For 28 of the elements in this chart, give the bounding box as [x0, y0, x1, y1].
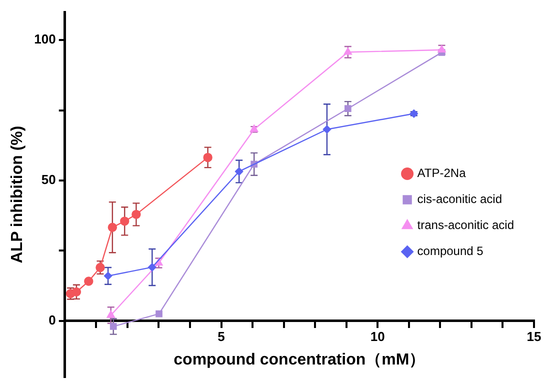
point [84, 276, 94, 286]
point [234, 167, 244, 176]
y-tick-label: 50 [41, 172, 56, 188]
y-tick-label: 100 [34, 32, 56, 47]
point [106, 310, 115, 318]
y-axis-title: ALP inhibition (%) [9, 126, 26, 264]
x-tick-label: 15 [526, 329, 542, 344]
point [322, 125, 332, 134]
point [120, 216, 130, 226]
point [156, 310, 162, 318]
point [110, 323, 117, 330]
legend-label: cis-aconitic acid [417, 192, 502, 206]
point [148, 263, 156, 272]
point [72, 287, 82, 297]
point [108, 222, 118, 232]
legend-label: ATP-2Na [417, 166, 466, 180]
point [344, 105, 352, 112]
point [104, 272, 112, 280]
point [132, 210, 141, 220]
point [203, 152, 212, 162]
x-axis-title: compound concentration（mM） [174, 351, 426, 368]
x-tick-label: 5 [218, 329, 225, 344]
point [344, 48, 352, 55]
legend-label: trans-aconitic acid [417, 218, 514, 232]
x-tick-label: 10 [370, 329, 385, 344]
point [96, 262, 105, 272]
legend-label: compound 5 [417, 244, 484, 258]
y-tick-label: 0 [48, 312, 56, 328]
